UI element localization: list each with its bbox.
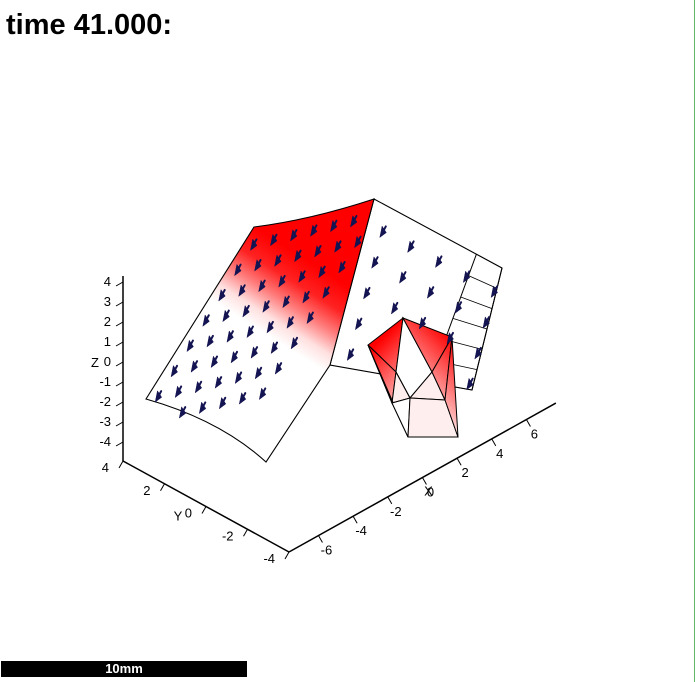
svg-text:X: X: [424, 484, 433, 499]
svg-text:6: 6: [531, 427, 538, 442]
svg-text:-3: -3: [99, 414, 111, 429]
svg-text:-1: -1: [99, 374, 111, 389]
svg-text:4: 4: [104, 274, 111, 289]
svg-text:2: 2: [104, 314, 111, 329]
svg-text:2: 2: [143, 483, 150, 498]
svg-text:Y: Y: [174, 509, 183, 524]
svg-text:-6: -6: [321, 543, 333, 558]
svg-text:1: 1: [104, 334, 111, 349]
svg-text:0: 0: [185, 506, 192, 521]
svg-text:2: 2: [461, 465, 468, 480]
svg-text:0: 0: [104, 354, 111, 369]
svg-text:-2: -2: [390, 504, 402, 519]
svg-text:-4: -4: [355, 523, 367, 538]
svg-text:Z: Z: [91, 355, 99, 370]
svg-text:3: 3: [104, 294, 111, 309]
svg-text:-4: -4: [263, 551, 275, 566]
svg-text:4: 4: [496, 446, 503, 461]
svg-text:-2: -2: [99, 394, 111, 409]
svg-text:-4: -4: [99, 434, 111, 449]
svg-text:-2: -2: [222, 528, 234, 543]
svg-text:4: 4: [102, 460, 109, 475]
